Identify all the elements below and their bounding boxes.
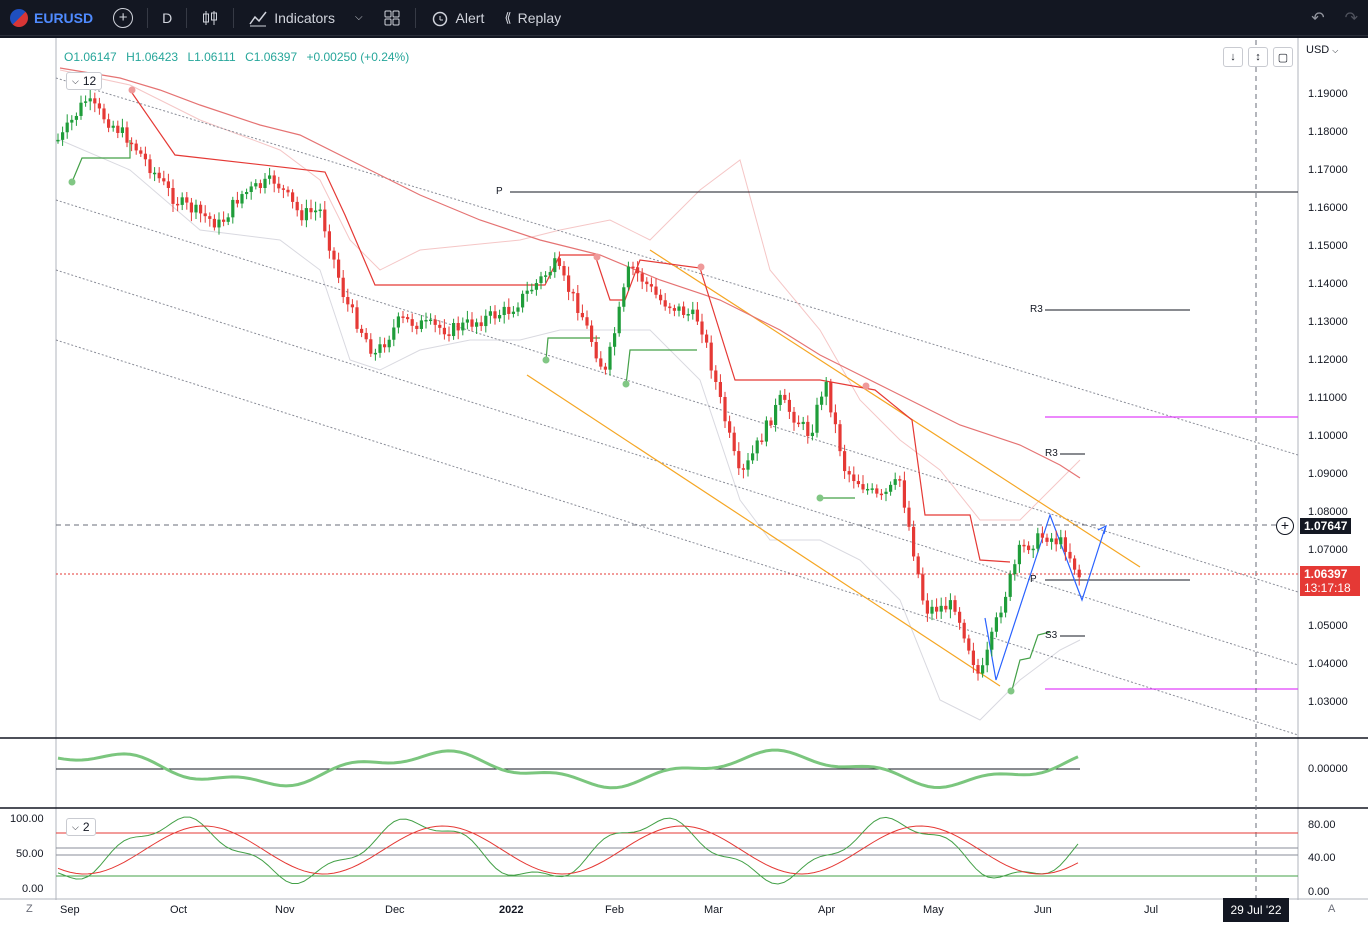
interval-button[interactable]: D (162, 9, 173, 26)
chevron-down-icon: ⌵ (354, 12, 363, 23)
indicators-icon (249, 11, 267, 26)
chevron-down-icon: ⌵ (72, 821, 79, 832)
osc-axis-label: 0.00000 (1308, 763, 1348, 775)
time-axis-label: May (923, 904, 944, 916)
auto-scale-left-button[interactable]: Z (26, 903, 33, 915)
pivot-label: R3 (1045, 448, 1058, 459)
crosshair-price-tag: 1.07647 (1300, 518, 1352, 534)
stoch-axis-left-label: 50.00 (16, 848, 44, 860)
symbol-button[interactable]: EURUSD (0, 0, 103, 36)
price-axis-label: 1.18000 (1308, 126, 1348, 138)
compare-button[interactable]: + (103, 0, 143, 36)
indicators-button[interactable]: Indicators (238, 0, 345, 36)
price-axis-label: 1.08000 (1308, 506, 1348, 518)
chart-type-button[interactable] (191, 0, 229, 36)
indicator-legend-toggle[interactable]: ⌵ 12 (66, 72, 103, 90)
undo-button[interactable]: ↶ (1301, 0, 1334, 36)
time-axis-label: Apr (818, 904, 836, 916)
price-axis-label: 1.07000 (1308, 544, 1348, 556)
collapse-icon: ↕ (1255, 51, 1261, 63)
chart-canvas[interactable] (0, 38, 1368, 926)
stoch-axis-label: 40.00 (1308, 852, 1336, 864)
currency-dropdown[interactable]: USD ⌵ (1306, 44, 1339, 56)
time-axis-label: Nov (275, 904, 295, 916)
crosshair-date-tag: 29 Jul '22 (1223, 898, 1289, 922)
arrow-down-icon: ↓ (1230, 51, 1236, 63)
stoch-axis-left-label: 100.00 (10, 813, 44, 825)
pivot-label: R3 (1030, 304, 1043, 315)
scroll-down-button[interactable]: ↓ (1223, 47, 1243, 67)
alarm-clock-icon (432, 11, 447, 26)
redo-button[interactable]: ↷ (1335, 0, 1368, 36)
currency-flag-icon (10, 8, 28, 27)
rewind-icon: ⟪ (504, 9, 512, 25)
price-axis-label: 1.14000 (1308, 278, 1348, 290)
last-price-tag: 1.06397 13:17:18 (1300, 566, 1360, 596)
pivot-label: S3 (1045, 630, 1058, 641)
candlestick-series (56, 89, 1081, 681)
stoch-axis-label: 80.00 (1308, 819, 1336, 831)
price-axis-label: 1.09000 (1308, 468, 1348, 480)
toolbar-divider (414, 7, 416, 28)
price-axis-label: 1.13000 (1308, 316, 1348, 328)
layout-button[interactable] (373, 0, 411, 36)
replay-button[interactable]: ⟪ Replay (504, 9, 562, 26)
time-axis-label: Jun (1034, 904, 1052, 916)
price-axis-label: 1.10000 (1308, 430, 1348, 442)
pivot-label: P (496, 186, 503, 197)
undo-icon: ↶ (1311, 9, 1325, 27)
time-axis-label: Dec (385, 904, 405, 916)
collapse-button[interactable]: ↕ (1248, 47, 1268, 67)
time-axis-label: Sep (60, 904, 80, 916)
price-axis-label: 1.16000 (1308, 202, 1348, 214)
price-axis-label: 1.03000 (1308, 696, 1348, 708)
price-axis-label: 1.17000 (1308, 164, 1348, 176)
high-value: H1.06423 (126, 50, 179, 64)
templates-dropdown[interactable]: ⌵ (345, 0, 373, 36)
add-alert-crosshair-button[interactable]: + (1276, 517, 1294, 535)
price-axis-label: 1.19000 (1308, 88, 1348, 100)
toolbar-divider (233, 7, 235, 28)
oscillator-legend-toggle[interactable]: ⌵ 2 (66, 818, 96, 836)
time-axis-label: 2022 (499, 904, 524, 916)
price-axis-label: 1.12000 (1308, 354, 1348, 366)
price-axis-label: 1.05000 (1308, 620, 1348, 632)
top-toolbar: EURUSD + D Indicators ⌵ Alert ⟪ Replay ↶… (0, 0, 1368, 36)
chevron-down-icon: ⌵ (1332, 46, 1339, 55)
price-axis-label: 1.15000 (1308, 240, 1348, 252)
stoch-axis-label: 0.00 (1308, 886, 1330, 898)
low-value: L1.06111 (187, 50, 236, 64)
redo-icon: ↷ (1344, 9, 1358, 27)
toolbar-divider (186, 7, 188, 28)
close-value: C1.06397 (245, 50, 298, 64)
maximize-icon: ▢ (1277, 51, 1289, 64)
price-axis-label: 1.04000 (1308, 658, 1348, 670)
auto-scale-button[interactable]: A (1328, 903, 1336, 915)
toolbar-divider (147, 7, 149, 28)
change-value: +0.00250 (+0.24%) (306, 50, 410, 64)
plus-icon: + (113, 7, 134, 28)
time-axis-label: Jul (1144, 904, 1159, 916)
open-value: O1.06147 (64, 50, 117, 64)
ohlc-legend: O1.06147 H1.06423 L1.06111 C1.06397 +0.0… (64, 50, 415, 64)
time-axis-label: Feb (605, 904, 624, 916)
candles-icon (203, 10, 218, 25)
time-axis-label: Oct (170, 904, 188, 916)
countdown: 13:17:18 (1304, 581, 1351, 595)
stoch-axis-left-label: 0.00 (22, 883, 44, 895)
plus-icon: + (1280, 517, 1290, 533)
pivot-label: P (1030, 574, 1037, 585)
maximize-button[interactable]: ▢ (1273, 47, 1293, 67)
price-axis-label: 1.11000 (1308, 392, 1347, 404)
layout-grid-icon (384, 10, 400, 25)
time-axis-label: Mar (704, 904, 723, 916)
chevron-down-icon: ⌵ (72, 75, 79, 86)
alert-button[interactable]: Alert (420, 0, 495, 36)
